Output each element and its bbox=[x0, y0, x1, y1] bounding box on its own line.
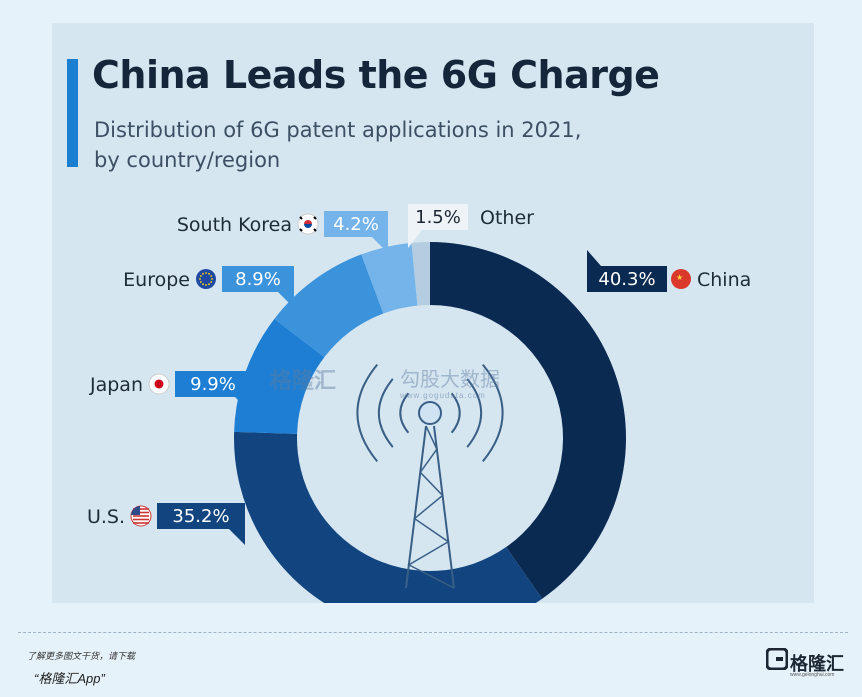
chart-title: China Leads the 6G Charge bbox=[92, 53, 660, 97]
footer-logo-url: www.gelonghui.com bbox=[790, 672, 835, 678]
slice-south-korea bbox=[361, 242, 418, 314]
label-box-china bbox=[587, 266, 667, 292]
watermark-right: 勾股大数据 bbox=[400, 369, 500, 391]
value-label-europe: 8.9% bbox=[235, 269, 281, 290]
label-pointer-u-s bbox=[229, 529, 245, 545]
title-accent-bar bbox=[67, 59, 78, 167]
donut-slices bbox=[234, 242, 627, 603]
value-label-japan: 9.9% bbox=[190, 374, 236, 395]
label-box-south-korea bbox=[324, 211, 388, 237]
value-label-u-s: 35.2% bbox=[172, 506, 229, 527]
promo-text: 了解更多图文干货，请下载 bbox=[27, 651, 136, 661]
subtitle-line-1: Distribution of 6G patent applications i… bbox=[94, 118, 582, 142]
label-pointer-europe bbox=[278, 292, 294, 308]
category-label-europe: Europe bbox=[123, 269, 190, 291]
slice-other bbox=[411, 242, 430, 306]
footer-divider bbox=[18, 632, 848, 633]
label-box-u-s bbox=[157, 503, 245, 529]
u-s-flag-icon bbox=[130, 505, 152, 527]
china-flag-icon: ★ bbox=[671, 269, 691, 289]
label-box-europe bbox=[222, 266, 294, 292]
signal-arc-right bbox=[466, 378, 483, 448]
value-label-other: 1.5% bbox=[415, 207, 461, 228]
donut-chart: 40.3% ★ China 35.2% U.S. 9.9% Japan 8.9% Europe 4… bbox=[87, 204, 751, 603]
chart-subtitle: Distribution of 6G patent applications i… bbox=[94, 115, 694, 175]
subtitle-line-2: by country/region bbox=[94, 148, 281, 172]
tower-lattice bbox=[407, 425, 455, 589]
signal-arc-right bbox=[450, 392, 461, 434]
south-korea-flag-icon bbox=[297, 213, 319, 235]
slice-europe bbox=[274, 254, 384, 358]
footer-logo-text: 格隆汇 bbox=[790, 654, 844, 674]
category-label-japan: Japan bbox=[89, 374, 143, 396]
japan-flag-icon bbox=[148, 373, 170, 395]
slice-japan bbox=[234, 318, 325, 434]
label-pointer-south-korea bbox=[372, 237, 388, 253]
watermark-url: www.gogudata.com bbox=[400, 391, 486, 400]
label-box-japan bbox=[175, 371, 251, 397]
slice-u-s bbox=[234, 431, 543, 603]
slice-labels: 40.3% ★ China 35.2% U.S. 9.9% Japan 8.9% Europe 4… bbox=[87, 204, 751, 545]
category-label-china: China bbox=[697, 269, 751, 291]
label-pointer-china bbox=[587, 250, 601, 266]
signal-arc-left bbox=[399, 392, 410, 434]
signal-arc-left bbox=[377, 378, 394, 448]
value-label-china: 40.3% bbox=[598, 269, 655, 290]
signal-arc-right bbox=[482, 363, 504, 463]
label-box-other bbox=[408, 204, 468, 230]
category-label-u-s: U.S. bbox=[87, 506, 125, 528]
svg-text:★: ★ bbox=[676, 273, 683, 282]
category-label-other: Other bbox=[480, 207, 534, 229]
antenna-ball bbox=[418, 401, 442, 425]
promo-app-link[interactable]: “格隆汇App” bbox=[34, 671, 105, 686]
label-pointer-other bbox=[408, 230, 422, 248]
europe-flag-icon bbox=[196, 269, 216, 289]
watermark-left: 格隆汇 bbox=[270, 368, 337, 393]
category-label-south-korea: South Korea bbox=[177, 214, 292, 236]
chart-card: China Leads the 6G Charge Distribution o… bbox=[52, 23, 814, 603]
antenna-tower-icon bbox=[356, 363, 504, 589]
signal-arc-left bbox=[356, 363, 378, 463]
label-pointer-japan bbox=[235, 397, 251, 413]
value-label-south-korea: 4.2% bbox=[333, 214, 379, 235]
gelonghui-logo-icon bbox=[766, 648, 788, 670]
slice-china bbox=[430, 242, 627, 599]
tower-legs bbox=[405, 425, 455, 589]
